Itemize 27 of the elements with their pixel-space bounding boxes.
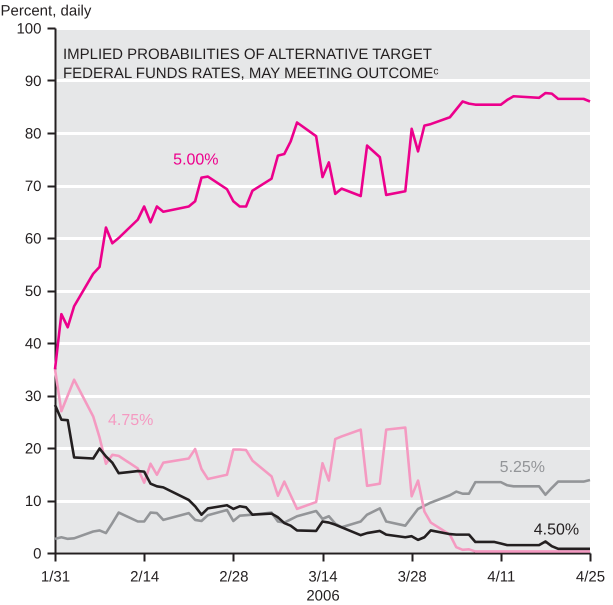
x-tick-label: 1/31 (40, 568, 70, 586)
x-tick-label: 4/11 (487, 568, 516, 586)
x-tick-label: 2/28 (219, 568, 248, 586)
x-tick-label: 3/28 (398, 568, 427, 586)
y-tick-label: 60 (24, 230, 42, 248)
y-tick-label: 80 (24, 126, 42, 142)
series-label: 4.50% (534, 521, 580, 538)
line-series (54, 478, 592, 540)
y-tick-label: 10 (24, 493, 42, 510)
series-label: 4.75% (108, 412, 154, 429)
y-tick-label: 100 (16, 20, 42, 38)
text: IMPLIED PROBABILITIES OF ALTERNATIVE TARGET FEDERAL FUNDS RATES, MAY MEETING OUTCOMEᶜ (63, 46, 439, 82)
y-tick-label: 0 (33, 546, 42, 562)
y-tick-label: 40 (24, 336, 42, 352)
y-tick-label: 90 (24, 73, 42, 90)
series-label: 5.25% (500, 459, 546, 476)
y-tick-label: 70 (24, 178, 42, 195)
series-label: 5.00% (173, 152, 219, 169)
line-series (54, 92, 592, 371)
y-tick-label: 30 (24, 388, 42, 405)
y-tick-label: 20 (24, 440, 42, 458)
x-tick-label: 3/14 (308, 568, 338, 586)
y-axis-title: Percent, daily (0, 2, 92, 20)
x-axis-title: 2006 (306, 588, 340, 604)
x-tick-label: 4/25 (576, 568, 606, 586)
x-tick-label: 2/14 (130, 568, 160, 586)
y-tick-label: 50 (24, 283, 42, 300)
